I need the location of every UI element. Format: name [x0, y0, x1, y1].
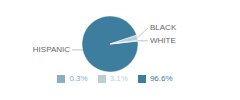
html-text:96.6%: 96.6% — [149, 74, 173, 83]
svg-text:BLACK: BLACK — [150, 23, 177, 32]
svg-text:HISPANIC: HISPANIC — [33, 45, 70, 54]
svg-text:WHITE: WHITE — [150, 36, 176, 45]
html-text:3.1%: 3.1% — [109, 74, 128, 83]
html-text:0.3%: 0.3% — [69, 74, 88, 83]
